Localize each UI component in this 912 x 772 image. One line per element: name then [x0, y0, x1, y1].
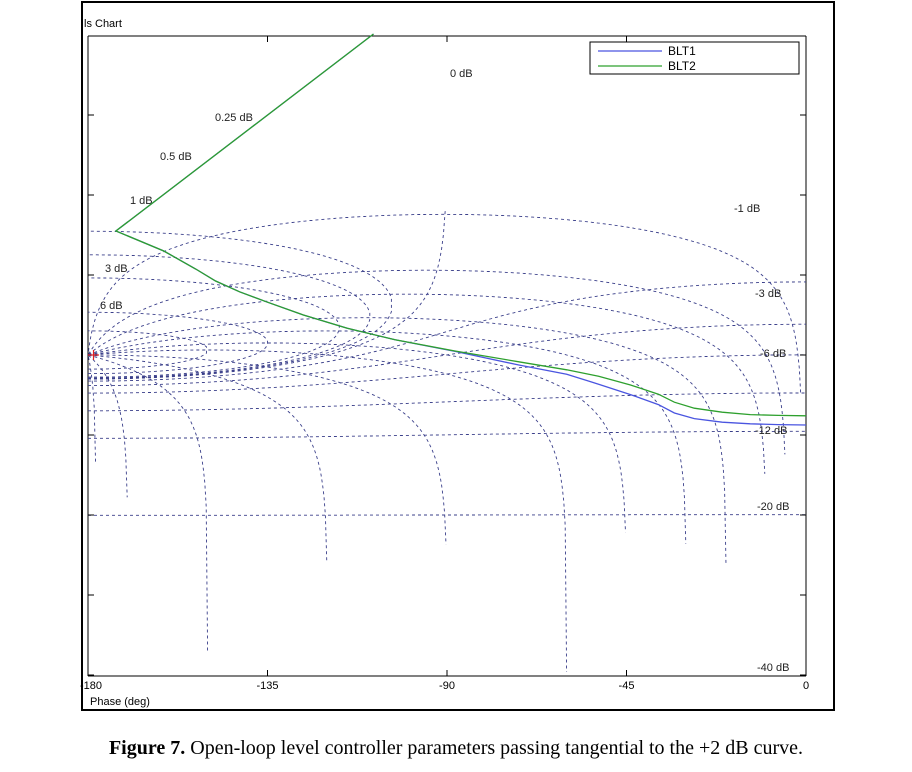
grid-phase-contour: [88, 317, 727, 566]
grid-label: 0 dB: [450, 68, 473, 80]
grid-phase-contour: [88, 330, 687, 544]
grid-label: -20 dB: [757, 501, 789, 513]
grid-label: 3 dB: [105, 263, 128, 275]
grid-label: 6 dB: [100, 300, 123, 312]
nichols-grid-labels: 0 dB 0.25 dB 0.5 dB 1 dB 3 dB 6 dB -1 dB -3 dB -…: [100, 68, 789, 674]
grid-label: -40 dB: [757, 662, 789, 674]
grid-phase-contour: [88, 355, 128, 498]
legend: BLT1 BLT2: [589, 41, 800, 75]
grid-phase-contour: [88, 342, 626, 533]
grid-mag-contour: [88, 254, 371, 379]
grid-mag-contour: [88, 277, 340, 378]
grid-mag-contour: [88, 230, 392, 380]
legend-box: [589, 41, 800, 75]
grid-label: -3 dB: [755, 288, 781, 300]
legend-label-blt1: BLT1: [668, 44, 696, 58]
nichols-grid: [88, 210, 807, 673]
series-layer: [114, 33, 807, 426]
grid-label: 0.5 dB: [160, 151, 192, 163]
figure-caption-label: Figure 7.: [108, 737, 186, 759]
grid-label: 0.25 dB: [215, 112, 253, 124]
grid-label: -6 dB: [760, 348, 786, 360]
x-ticks: -180 -135 -90 -45 0: [80, 36, 809, 692]
x-tick-label: -45: [619, 680, 635, 692]
grid-phase-contour: [88, 213, 802, 395]
grid-label: -1 dB: [734, 203, 760, 215]
critical-point-marker: [88, 350, 99, 360]
x-axis-label: Phase (deg): [90, 696, 150, 708]
chart-window-title: ls Chart: [84, 18, 122, 30]
figure-caption-text: Open-loop level controller parameters pa…: [185, 737, 804, 759]
grid-label: 1 dB: [130, 195, 153, 207]
grid-phase-contour: [88, 354, 328, 563]
grid-phase-contour: [88, 354, 209, 653]
legend-label-blt2: BLT2: [668, 59, 696, 73]
grid-phase-contour: [88, 293, 766, 474]
x-tick-label: -180: [80, 680, 102, 692]
x-tick-label: 0: [803, 680, 809, 692]
x-tick-label: -135: [256, 680, 278, 692]
figure-caption: Figure 7. Open-loop level controller par…: [0, 737, 912, 760]
grid-label: -12 dB: [755, 425, 787, 437]
grid-mag-contour: [88, 281, 806, 382]
grid-mag-contour: [88, 323, 806, 387]
grid-phase-contour: [88, 356, 97, 465]
x-tick-label: -90: [439, 680, 455, 692]
chart-window-frame: [81, 1, 835, 711]
y-ticks: [88, 114, 806, 676]
grid-mag-contour: [88, 311, 268, 375]
series-line-blt2: [114, 33, 807, 417]
grid-phase-contour: [88, 349, 568, 673]
